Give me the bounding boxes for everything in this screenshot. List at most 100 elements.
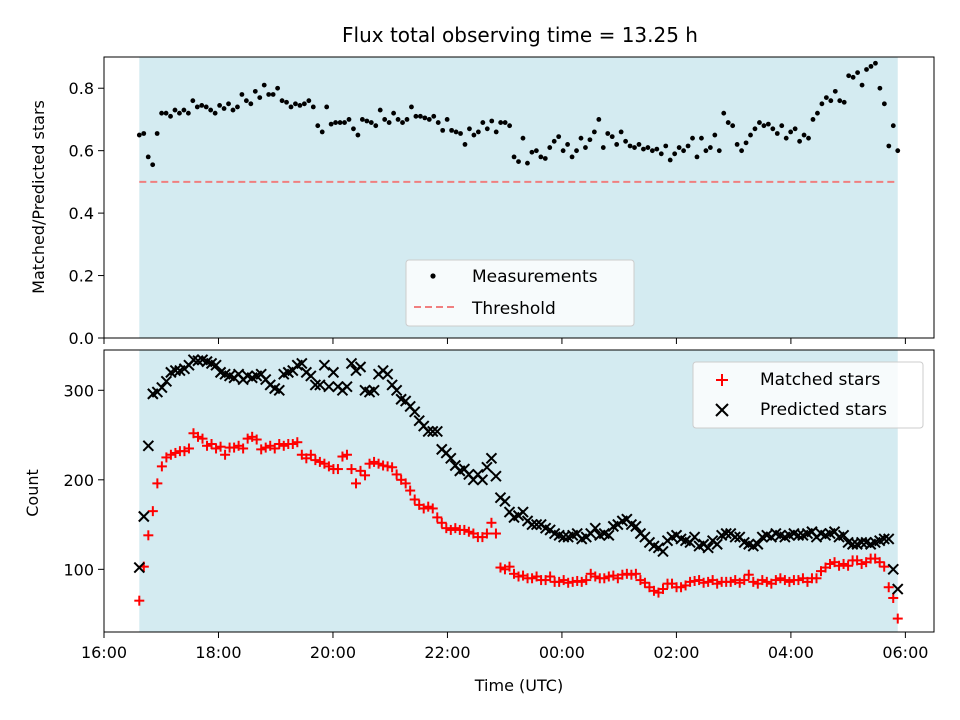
measurement-point	[864, 67, 869, 72]
predicted-star-point	[138, 510, 150, 523]
matched-star-point	[134, 595, 145, 606]
measurement-point	[699, 135, 704, 141]
predicted-star-point	[427, 425, 439, 438]
matched-star-point	[748, 576, 759, 587]
predicted-star-point	[273, 384, 285, 396]
matched-star-point	[229, 442, 240, 453]
matched-star-point	[405, 485, 416, 496]
measurement-point	[203, 104, 209, 110]
predicted-star-point	[855, 536, 868, 549]
matched-star-point	[400, 478, 411, 489]
measurement-point	[596, 117, 602, 122]
predicted-star-point	[327, 366, 340, 379]
matched-star-point	[170, 447, 181, 458]
measurement-point	[636, 142, 642, 147]
matched-star-point	[292, 437, 303, 448]
measurement-point	[422, 115, 428, 121]
predicted-stars-legend-marker	[715, 403, 729, 417]
measurement-point	[435, 120, 441, 125]
matched-star-point	[811, 573, 822, 584]
predicted-star-point	[688, 531, 701, 543]
top-y-axis-label: Matched/Predicted stars	[29, 100, 48, 294]
measurement-point	[792, 126, 798, 132]
matched-star-point	[427, 503, 438, 514]
measurement-point	[484, 126, 490, 132]
measurement-point	[783, 135, 789, 141]
matched-star-point	[215, 441, 226, 452]
measurement-point	[458, 131, 463, 136]
measurement-point	[743, 140, 749, 146]
matched-star-point	[838, 558, 849, 569]
x-tick-label: 06:00	[882, 643, 928, 662]
matched-star-point	[825, 558, 836, 569]
matched-star-point	[360, 470, 371, 481]
predicted-star-point	[499, 495, 511, 508]
measurement-point	[837, 98, 843, 104]
measurement-point	[832, 88, 838, 94]
predicted-star-point	[305, 370, 317, 382]
measurement-point	[431, 113, 437, 119]
measurement-point	[328, 121, 334, 127]
predicted-star-point	[837, 529, 850, 542]
measurement-point	[694, 154, 700, 160]
x-tick-label: 22:00	[424, 643, 470, 662]
predicted-star-point	[476, 474, 489, 486]
measurement-point	[641, 146, 646, 152]
matched-star-point	[350, 478, 361, 489]
measurement-point	[417, 113, 423, 119]
predicted-star-point	[792, 529, 805, 542]
measurement-point	[569, 154, 575, 160]
predicted-star-point	[557, 531, 570, 543]
predicted-star-point	[368, 384, 380, 396]
measurement-point	[386, 120, 392, 125]
measurement-point	[359, 117, 365, 122]
measurement-point	[672, 151, 678, 157]
ratio-panel-frame	[103, 56, 935, 339]
matched-star-point	[725, 576, 736, 587]
legend-measurements: Measurements	[472, 267, 598, 287]
predicted-star-point	[323, 380, 335, 393]
predicted-star-point	[517, 506, 529, 518]
measurement-point	[351, 126, 356, 132]
predicted-star-point	[133, 561, 146, 574]
measurement-point	[547, 145, 553, 150]
measurement-point	[765, 121, 771, 127]
matched-star-point	[888, 592, 899, 603]
measurement-point	[337, 120, 343, 125]
measurement-point	[453, 129, 459, 135]
matched-star-point	[373, 458, 384, 469]
measurement-point	[609, 134, 615, 140]
measurement-point	[159, 110, 165, 116]
measurement-point	[208, 107, 214, 113]
matched-star-point	[314, 456, 325, 467]
measurement-point	[342, 120, 347, 125]
matched-star-point	[527, 573, 538, 584]
measurement-point	[774, 131, 780, 136]
matched-star-point	[202, 440, 213, 451]
measurement-point	[413, 113, 419, 119]
matched-star-point	[387, 462, 398, 473]
measurement-point	[181, 107, 187, 113]
measurement-point	[681, 148, 686, 154]
measurement-point	[801, 132, 807, 138]
measurement-point	[632, 145, 637, 150]
measurement-point	[649, 148, 655, 154]
bottom-y-tick-label: 300	[63, 381, 94, 400]
matched-star-point	[545, 571, 556, 582]
matched-star-point	[355, 465, 366, 476]
predicted-star-point	[481, 461, 493, 473]
x-tick-label: 18:00	[195, 643, 241, 662]
matched-star-point	[784, 576, 795, 587]
measurement-point	[154, 131, 160, 136]
measurement-point	[574, 148, 579, 154]
measurement-point	[150, 162, 156, 168]
predicted-star-point	[878, 533, 890, 545]
matched-star-point	[183, 443, 194, 454]
matched-star-point	[197, 433, 208, 444]
measurement-point	[538, 154, 544, 160]
measurement-point	[288, 104, 294, 110]
matched-star-point	[238, 443, 249, 454]
matched-star-point	[260, 442, 271, 453]
measurement-point	[591, 129, 597, 135]
matched-stars-legend-marker	[716, 374, 728, 386]
